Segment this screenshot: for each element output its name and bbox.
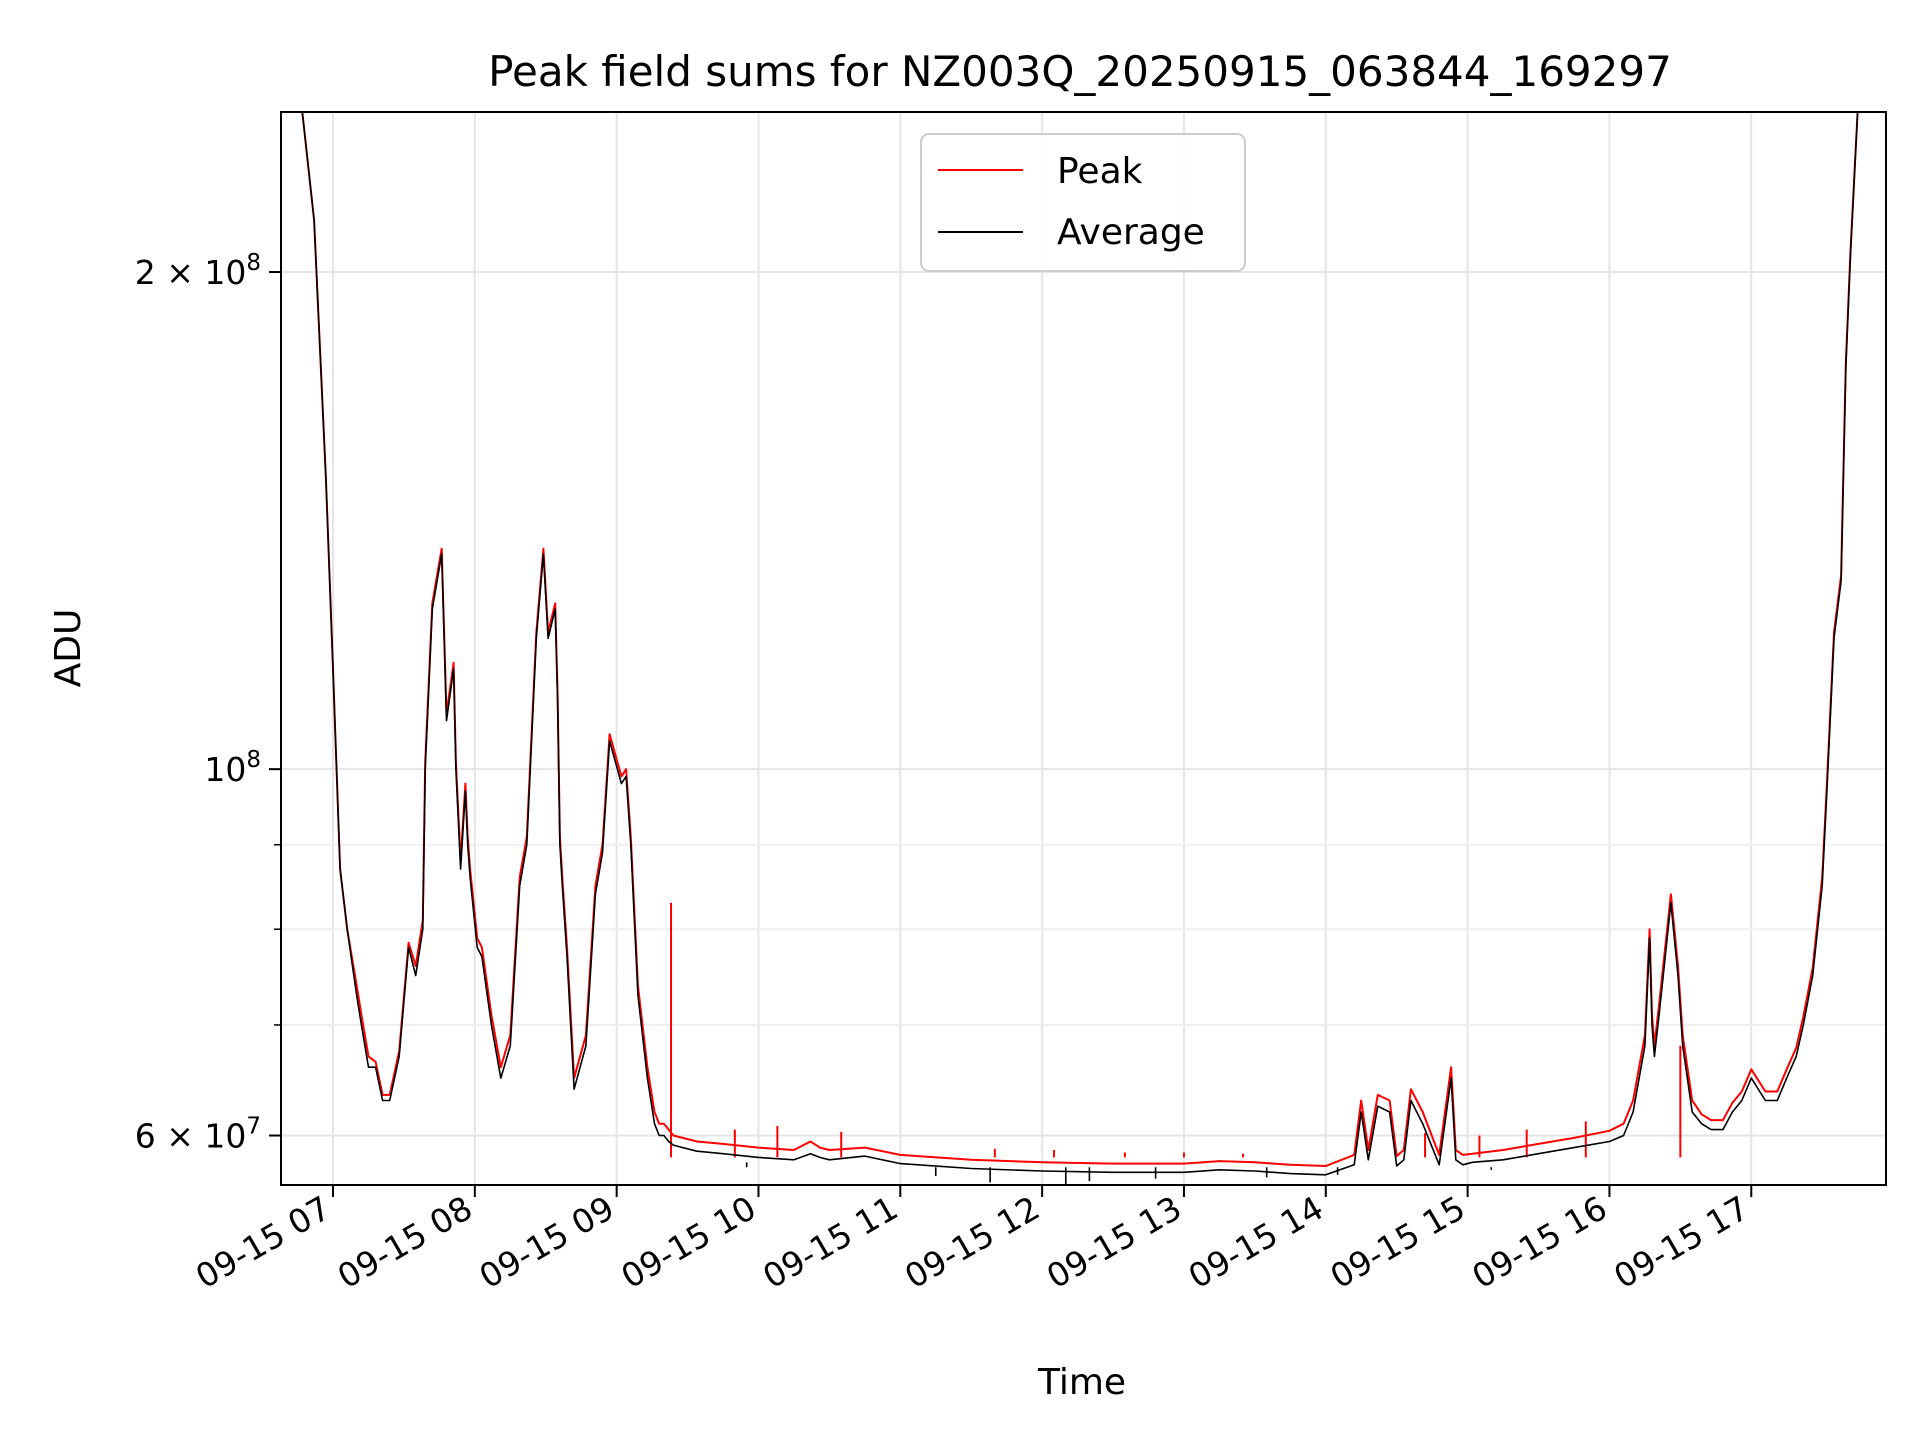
legend-box: [920, 133, 1246, 272]
plot-area: [281, 112, 1886, 1185]
x-axis-label: Time: [1037, 1362, 1126, 1403]
y-tick-label: 108: [204, 747, 261, 789]
grid-lines: [281, 112, 1886, 1185]
legend-label-average: Average: [1057, 212, 1205, 253]
data-lines: [301, 112, 1859, 1185]
plot-frame: [280, 111, 1887, 1186]
chart-title: Peak field sums for NZ003Q_20250915_0638…: [488, 47, 1672, 96]
y-axis-ticks: 6 × 107 108 2 × 108: [135, 250, 281, 1156]
legend-label-peak: Peak: [1057, 151, 1143, 192]
legend: Peak Average: [920, 133, 1246, 272]
series-line-average: [301, 112, 1859, 1176]
minor-y-ticks: [274, 843, 281, 1026]
y-tick-label: 2 × 108: [135, 250, 261, 292]
y-tick-label: 6 × 107: [135, 1114, 261, 1156]
y-axis-label: ADU: [48, 609, 89, 688]
